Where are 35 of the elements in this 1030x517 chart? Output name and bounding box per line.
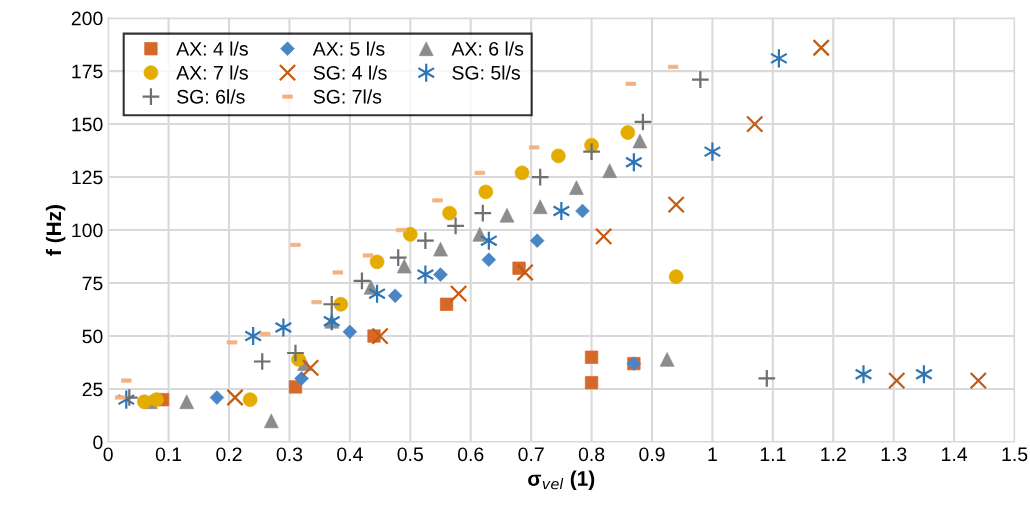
legend-label: SG: 7l/s — [313, 89, 382, 104]
x-tick-label: 0 — [103, 447, 113, 462]
x-tick-label: 1.3 — [881, 447, 907, 462]
x-tick-label: 0.4 — [337, 447, 363, 462]
y-axis-title: f (Hz) — [45, 205, 66, 256]
y-tick-label: 150 — [72, 117, 103, 132]
x-tick-label: 0.9 — [639, 447, 665, 462]
legend-label: SG: 4 l/s — [313, 65, 387, 80]
y-tick-label: 75 — [82, 276, 103, 291]
x-tick-label: 1.4 — [942, 447, 968, 461]
legend-label: AX: 4 l/s — [176, 41, 248, 56]
x-tick-label: 0.2 — [216, 447, 242, 462]
x-tick-label: 1.2 — [821, 447, 846, 461]
y-tick-label: 125 — [72, 170, 103, 185]
y-tick-label: 50 — [82, 329, 103, 344]
x-tick-label: 0.7 — [518, 447, 544, 462]
x-tick-label: 1.1 — [760, 447, 786, 461]
y-tick-label: 25 — [82, 382, 103, 397]
x-tick-label: 0.3 — [276, 447, 303, 462]
x-tick-label: 0.6 — [457, 447, 484, 462]
legend-label: AX: 6 l/s — [451, 41, 524, 56]
legend-label: AX: 7 l/s — [176, 65, 248, 80]
legend-label: SG: 6l/s — [177, 89, 245, 104]
x-tick-label: 0.8 — [578, 447, 605, 462]
x-tick-label: 1.5 — [1002, 447, 1028, 462]
x-tick-label: 1 — [708, 447, 717, 461]
legend-label: AX: 5 l/s — [312, 41, 385, 56]
y-tick-label: 200 — [71, 11, 103, 26]
y-tick-label: 0 — [93, 435, 103, 450]
x-tick-label: 0.1 — [155, 447, 182, 462]
x-tick-label: 0.5 — [397, 447, 423, 462]
x-axis-title: σ$_{vel}$ (1) — [528, 470, 595, 490]
legend-label: SG: 5l/s — [452, 65, 520, 80]
y-tick-label: 100 — [72, 223, 103, 238]
y-tick-label: 175 — [72, 64, 103, 79]
